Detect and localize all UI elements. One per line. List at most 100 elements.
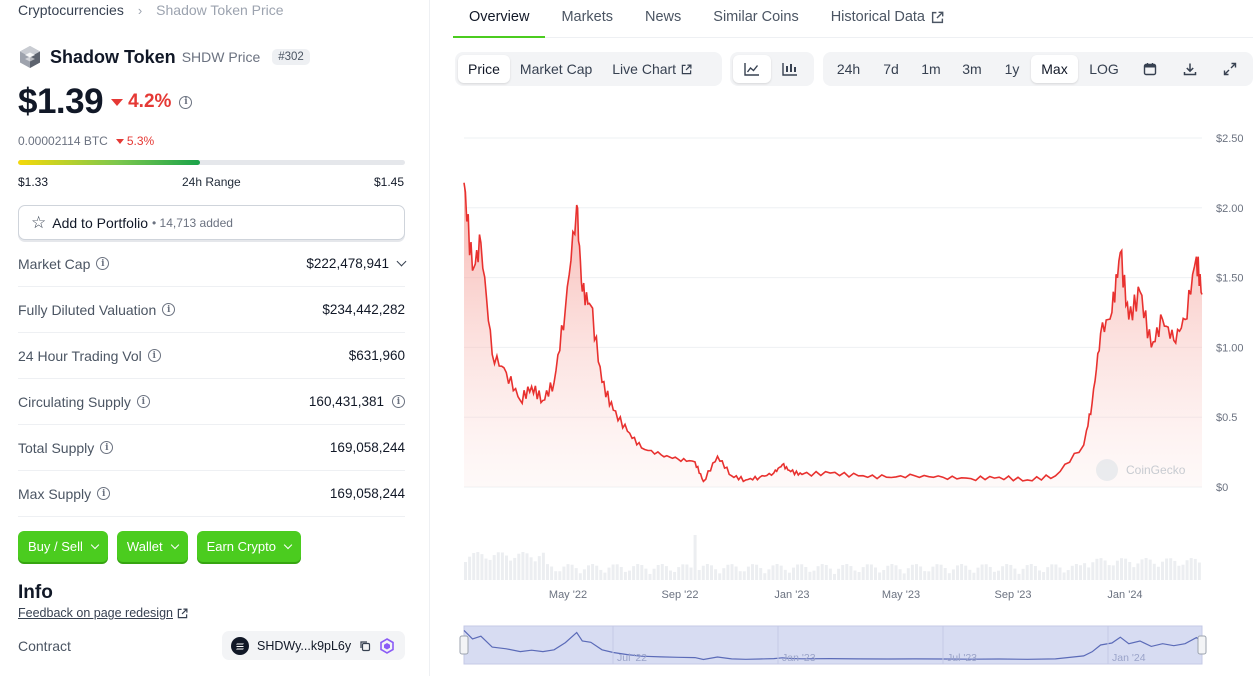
price-change-value: 4.2% [128,91,172,112]
wallet-button[interactable]: Wallet [116,531,188,562]
volume-bar [722,568,726,580]
feedback-link[interactable]: Feedback on page redesign [18,606,188,620]
coin-symbol-label: SHDW Price [181,49,261,65]
volume-bar [541,552,545,580]
range-navigator[interactable]: Jul '22 Jan '23 Jul '23 Jan '24 [459,625,1207,665]
volume-bar [972,572,976,580]
volume-bar [1156,566,1160,580]
navigator-left-handle [459,635,469,655]
volume-bar [664,566,668,580]
volume-bar [1087,567,1091,580]
volume-bar [525,553,529,580]
fullscreen-button[interactable] [1210,55,1250,83]
chevron-down-icon [396,256,407,267]
volume-bar [1165,558,1169,580]
24h-range-label: 24h Range [182,175,241,189]
volume-bar [951,569,955,580]
y-tick-label: $2.00 [1216,203,1244,215]
volume-bar [931,566,935,580]
volume-bar [935,564,939,580]
range-24h[interactable]: 24h [836,61,861,77]
tab-similar-coins[interactable]: Similar Coins [697,0,814,38]
volume-bar [529,557,533,580]
external-link-icon [177,608,188,618]
volume-bar [1144,558,1148,580]
breadcrumb-current: Shadow Token Price [156,2,284,18]
volume-bar [623,571,627,580]
copy-icon[interactable] [359,640,371,652]
volume-bar [533,561,537,580]
info-icon[interactable]: i [179,95,193,109]
stat-value[interactable]: $222,478,941 [306,256,407,271]
volume-bar [751,564,754,580]
tab-markets[interactable]: Markets [545,0,629,38]
candlestick-chart-button[interactable] [771,55,809,83]
log-scale-toggle[interactable]: LOG [1089,61,1119,77]
x-axis: May '22 Sep '22 Jan '23 May '23 Sep '23 Jan '… [549,589,1143,601]
calendar-button[interactable] [1130,55,1170,83]
info-icon[interactable]: i [392,395,405,408]
price-chart[interactable]: $2.50 $2.00 $1.50 $1.00 $0.5 $0 CoinGecko May… [430,0,1260,676]
coin-name: Shadow Token [50,46,176,67]
tab-market-cap[interactable]: Market Cap [519,61,593,77]
buy-sell-button[interactable]: Buy / Sell [18,531,108,562]
range-max[interactable]: Max [1031,55,1078,83]
explorer-icon[interactable] [379,637,395,654]
stat-row: Max Supply i 169,058,244 [18,471,405,517]
range-1m[interactable]: 1m [921,61,941,77]
star-icon: ☆ [31,212,47,232]
tab-historical-data[interactable]: Historical Data [815,0,960,38]
navigator-window [463,625,1203,665]
volume-bar [755,564,759,580]
volume-bar [636,564,640,580]
y-tick-label: $0.5 [1216,412,1237,424]
tab-live-chart[interactable]: Live Chart [602,55,702,83]
volume-bar [1185,560,1189,580]
info-icon[interactable]: i [97,487,111,500]
range-1y[interactable]: 1y [1004,61,1020,77]
breadcrumb-cryptocurrencies[interactable]: Cryptocurrencies [18,2,124,18]
24h-range-fill [18,160,200,165]
tab-overview[interactable]: Overview [453,0,546,38]
range-7d[interactable]: 7d [883,61,899,77]
volume-bar [1017,573,1021,580]
volume-bar [1128,561,1132,580]
btc-price-row: 0.00002114 BTC 5.3% [18,134,154,148]
tab-news[interactable]: News [629,0,697,38]
x-tick-label: May '22 [549,589,587,601]
volume-bar [1107,565,1111,580]
volume-bar [1169,558,1173,580]
volume-bar [468,556,472,580]
download-icon [1183,63,1197,76]
volume-bar [816,566,820,580]
stat-value-text: 160,431,381 [308,394,384,409]
btc-change: 5.3% [115,134,154,148]
add-to-portfolio-button[interactable]: ☆ Add to Portfolio • 14,713 added [18,205,405,240]
volume-bar [701,565,705,580]
info-icon[interactable]: i [96,257,110,270]
y-tick-label: $2.50 [1216,133,1244,145]
volume-bar [927,571,931,580]
volume-bar [1025,565,1029,580]
volume-bar [939,564,943,580]
tab-price[interactable]: Price [458,55,510,83]
volume-bar [1173,560,1177,580]
earn-crypto-button[interactable]: Earn Crypto [196,531,301,562]
main-tabs: Overview Markets News Similar Coins Historic… [453,0,1253,38]
info-icon[interactable]: i [162,303,176,316]
volume-bar [632,566,636,580]
y-tick-label: $1.00 [1216,342,1244,354]
info-icon[interactable]: i [136,395,150,408]
info-icon[interactable]: i [100,441,114,454]
volume-bar [492,555,496,580]
contract-label: Contract [18,638,71,654]
line-chart-button[interactable] [733,55,771,83]
coingecko-watermark: CoinGecko [1096,459,1186,481]
contract-address-pill[interactable]: SHDWy...k9pL6y [222,631,405,660]
range-3m[interactable]: 3m [962,61,982,77]
download-button[interactable] [1170,55,1210,83]
chevron-down-icon [90,540,100,550]
info-icon[interactable]: i [147,349,161,362]
volume-bar [1136,563,1140,580]
volume-bar [619,567,623,580]
